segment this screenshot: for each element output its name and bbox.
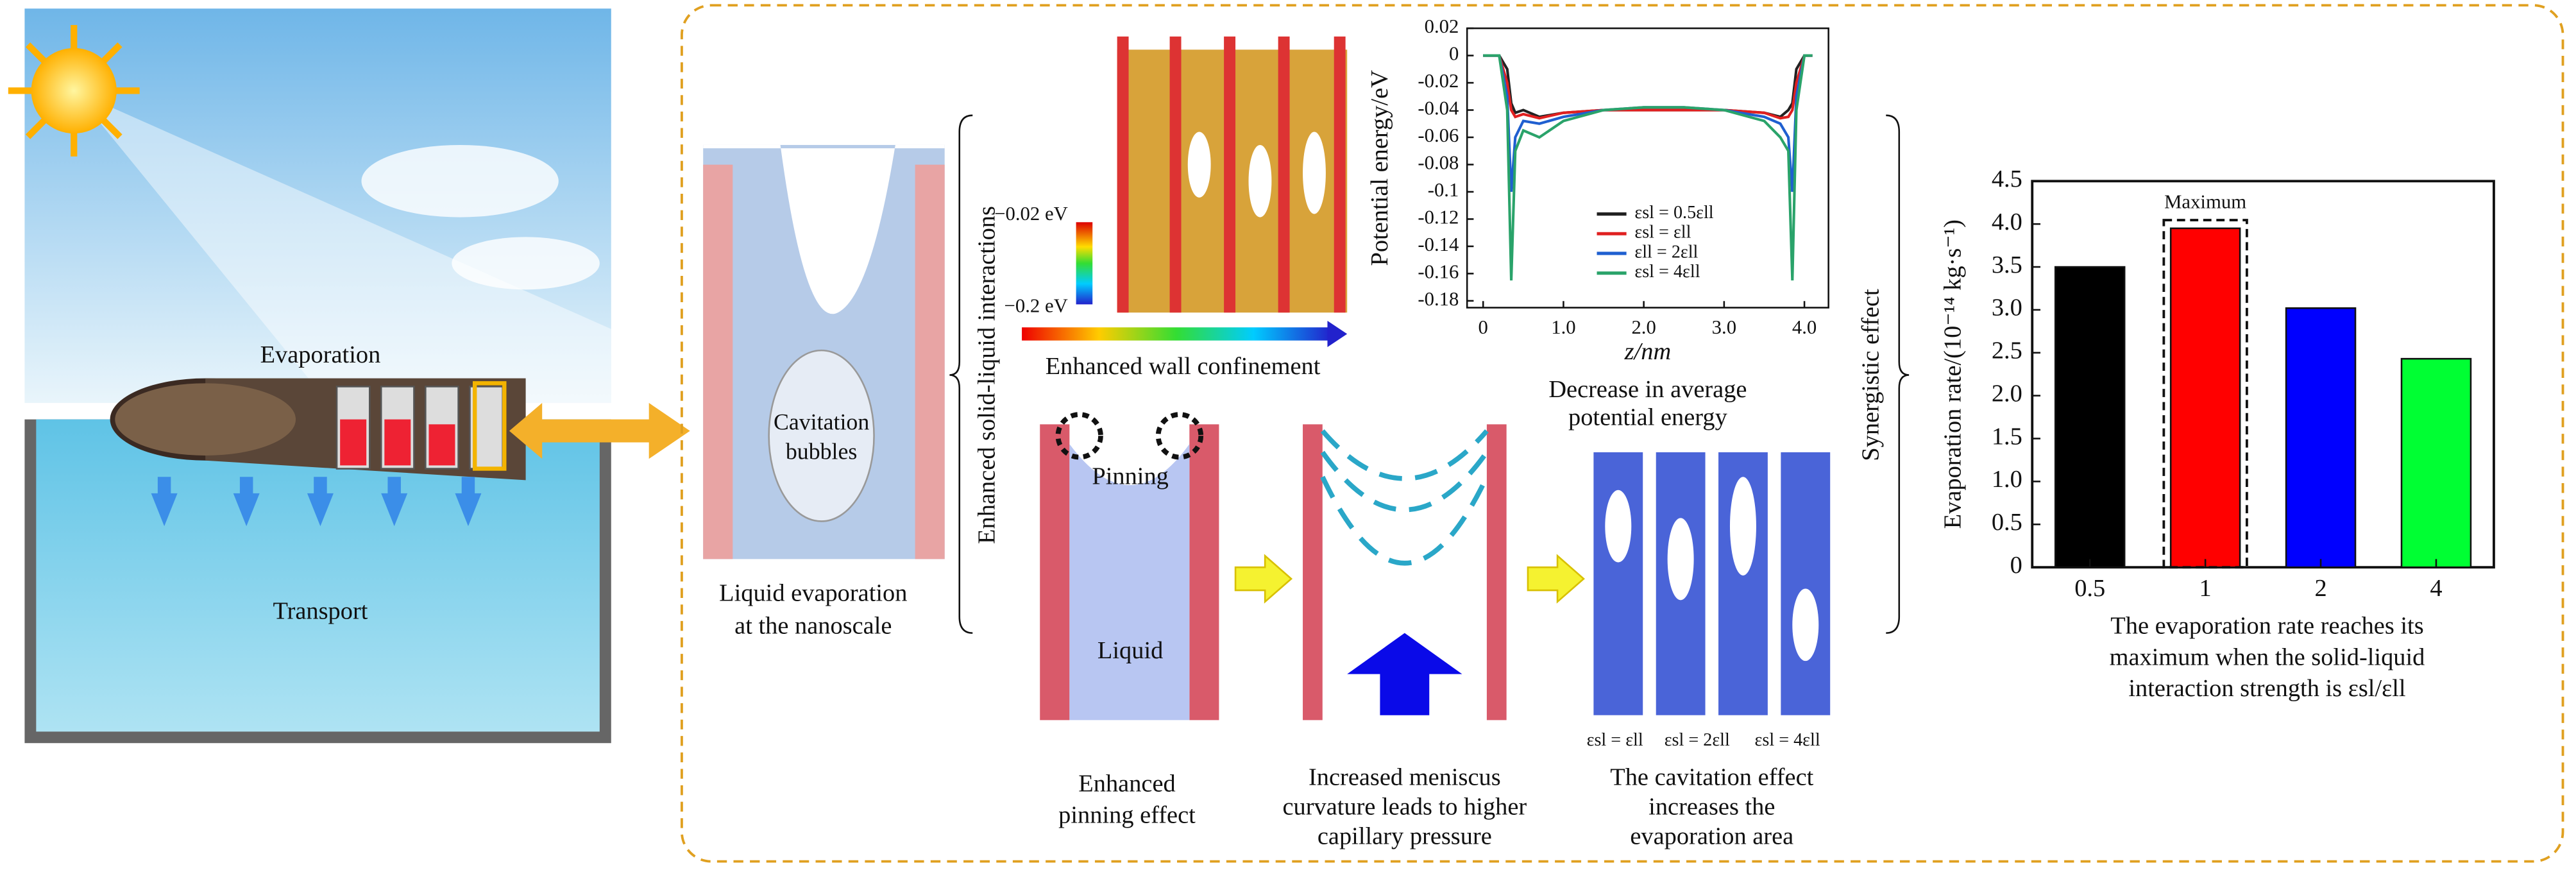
legend-label: εll = 2εll bbox=[1634, 242, 1698, 262]
snapshots: −0.02 eV −0.2 eV Enhanced wall confineme… bbox=[994, 36, 1747, 431]
y-tick-label: -0.18 bbox=[1418, 288, 1459, 310]
series-line bbox=[1483, 54, 1813, 281]
highlight-box bbox=[2162, 219, 2248, 569]
scene-label: Transport bbox=[273, 598, 368, 625]
series-line bbox=[1483, 54, 1813, 192]
y-axis-label: Evaporation rate/(10⁻¹⁴ kg·s⁻¹) bbox=[1940, 219, 1967, 529]
y-tick-label: -0.1 bbox=[1428, 179, 1459, 201]
y-tick-label: 3.5 bbox=[1992, 252, 2022, 278]
y-tick-label: -0.02 bbox=[1418, 70, 1459, 92]
brace-label: Synergistic effect bbox=[1858, 289, 1885, 461]
brace-label: Enhanced solid-liquid interactions bbox=[974, 206, 1001, 544]
y-axis-label: Potential energy/eV bbox=[1366, 70, 1393, 266]
legend-label: εsl = εll bbox=[1634, 223, 1691, 243]
y-tick-label: 0.02 bbox=[1425, 15, 1459, 37]
plot-frame bbox=[1466, 27, 1829, 309]
frame bbox=[680, 4, 2564, 863]
bar bbox=[2285, 307, 2357, 568]
caption: capillary pressure bbox=[1318, 823, 1492, 850]
y-tick-label: 1.0 bbox=[1992, 466, 2022, 493]
label: bubbles bbox=[786, 439, 858, 465]
case-label: εsl = 2εll bbox=[1665, 730, 1730, 750]
caption: Increased meniscus bbox=[1309, 763, 1501, 790]
label: Liquid bbox=[1097, 637, 1163, 664]
caption: increases the bbox=[1648, 793, 1775, 820]
x-tick-label: 1.0 bbox=[1551, 316, 1575, 338]
x-tick-label: 0.5 bbox=[2074, 575, 2105, 602]
label: Pinning bbox=[1092, 463, 1169, 490]
brace bbox=[949, 114, 973, 634]
y-tick-label: -0.16 bbox=[1418, 260, 1459, 282]
x-tick-label: 0 bbox=[1479, 316, 1488, 338]
x-tick-label: 3.0 bbox=[1712, 316, 1736, 338]
y-tick-label: 1.5 bbox=[1992, 423, 2022, 450]
x-tick-label: 4.0 bbox=[1792, 316, 1817, 338]
plot-frame bbox=[2031, 180, 2495, 569]
caption: evaporation area bbox=[1630, 823, 1793, 850]
caption: curvature leads to higher bbox=[1282, 793, 1527, 820]
x-tick-label: 4 bbox=[2430, 575, 2442, 602]
brace bbox=[1886, 114, 1910, 634]
caption: Liquid evaporation bbox=[719, 580, 907, 607]
y-tick-label: 4.5 bbox=[1992, 166, 2022, 192]
y-tick-label: 2.0 bbox=[1992, 380, 2022, 407]
caption: pinning effect bbox=[1058, 801, 1196, 828]
bar bbox=[2400, 357, 2472, 568]
caption: The evaporation rate reaches its bbox=[2110, 613, 2423, 640]
y-tick-label: 4.0 bbox=[1992, 209, 2022, 235]
x-tick-label: 2 bbox=[2314, 575, 2326, 602]
annotation: Maximum bbox=[2164, 191, 2246, 212]
y-tick-label: -0.14 bbox=[1418, 234, 1459, 255]
scene-label: Evaporation bbox=[260, 341, 381, 368]
y-tick-label: 0 bbox=[1449, 43, 1459, 65]
series-line bbox=[1483, 54, 1813, 120]
y-tick-label: -0.04 bbox=[1418, 98, 1459, 119]
colorbar-label: −0.2 eV bbox=[1004, 295, 1068, 317]
x-tick-label: 1 bbox=[2199, 575, 2212, 602]
link-arrow bbox=[509, 403, 690, 459]
caption: interaction strength is εsl/εll bbox=[2128, 675, 2405, 702]
caption: potential energy bbox=[1568, 404, 1728, 431]
caption: Enhanced wall confinement bbox=[1046, 353, 1321, 380]
bar bbox=[2169, 227, 2241, 568]
label: Cavitation bbox=[774, 409, 869, 435]
caption: Decrease in average bbox=[1548, 376, 1747, 403]
scene: Evaporation Transport bbox=[8, 8, 611, 744]
caption: at the nanoscale bbox=[734, 613, 892, 640]
y-tick-label: 0.5 bbox=[1992, 509, 2022, 536]
y-tick-label: 3.0 bbox=[1992, 294, 2022, 321]
legend-label: εsl = 4εll bbox=[1634, 262, 1700, 282]
caption: Enhanced bbox=[1078, 771, 1175, 798]
y-tick-label: -0.08 bbox=[1418, 152, 1459, 174]
caption: The cavitation effect bbox=[1610, 763, 1813, 790]
y-tick-label: 0 bbox=[2010, 552, 2022, 579]
nanoscale: Cavitation bubbles Liquid evaporation at… bbox=[703, 144, 945, 640]
colorbar-label: −0.02 eV bbox=[994, 203, 1068, 225]
mechanism: Pinning Liquid εsl = εll εsl = 2εll εsl … bbox=[1040, 412, 1831, 850]
case-label: εsl = 4εll bbox=[1755, 730, 1820, 750]
x-tick-label: 2.0 bbox=[1631, 316, 1656, 338]
bar bbox=[2054, 266, 2126, 568]
caption: maximum when the solid-liquid bbox=[2110, 644, 2425, 670]
x-axis-label: z/nm bbox=[1624, 338, 1672, 365]
y-tick-label: 2.5 bbox=[1992, 337, 2022, 364]
y-tick-label: -0.12 bbox=[1418, 206, 1459, 228]
case-label: εsl = εll bbox=[1587, 730, 1643, 750]
y-tick-label: -0.06 bbox=[1418, 124, 1459, 146]
legend-label: εsl = 0.5εll bbox=[1634, 203, 1713, 223]
